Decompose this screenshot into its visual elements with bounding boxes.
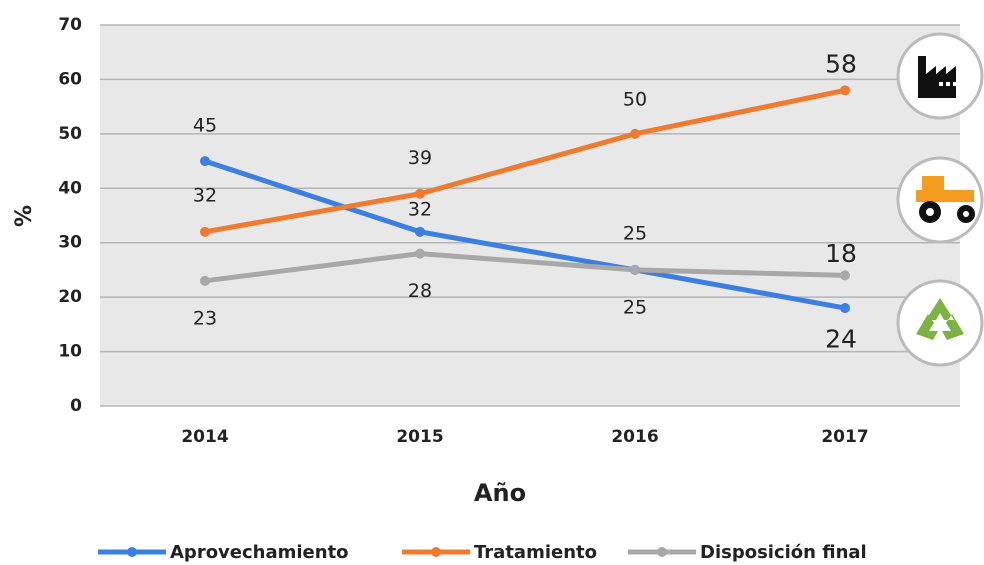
point [630,264,640,275]
x-axis-label: Año [474,479,526,507]
tractor-icon [896,156,984,244]
plot-area [100,25,960,406]
point [200,156,210,167]
series-line [204,87,846,235]
data-label: 24 [825,324,857,353]
y-tick-label: 60 [58,69,82,89]
x-tick-label: 2015 [396,427,443,447]
data-label: 32 [408,198,432,220]
point [200,275,210,286]
y-tick-label: 40 [58,178,82,198]
y-tick-label: 50 [58,124,82,144]
point [415,226,425,237]
y-tick-label: 70 [58,15,82,35]
data-label: 32 [193,184,217,206]
point [415,248,425,259]
data-label: 58 [825,49,857,78]
x-tick-label: 2016 [611,427,658,447]
y-tick-label: 10 [58,342,82,362]
factory-icon [896,32,984,120]
y-axis-label: % [12,205,37,227]
point [840,303,850,314]
point [415,188,425,199]
series-line [204,158,846,311]
legend-marker [657,547,667,557]
point [630,128,640,139]
grid: 0 10 20 30 40 50 60 70 2014 2015 2016 2017 [58,15,960,447]
legend: Aprovechamiento Tratamiento Disposición fi… [98,542,867,563]
y-tick-label: 30 [58,233,82,253]
data-label: 45 [193,115,217,137]
point [840,85,850,96]
point [200,226,210,237]
data-label: 50 [623,88,647,110]
recycle-icon [896,279,984,367]
marks: 45 32 25 18 32 39 50 58 23 28 25 24 [193,49,857,353]
x-tick-label: 2014 [181,427,228,447]
data-label: 28 [408,280,432,302]
y-tick-label: 0 [70,396,82,416]
data-label: 18 [825,239,857,268]
x-tick-label: 2017 [821,427,868,447]
data-label: 39 [408,147,432,169]
legend-marker [431,547,441,557]
data-label: 25 [623,296,647,318]
point [840,270,850,281]
legend-label: Aprovechamiento [170,542,349,563]
legend-label: Disposición final [700,542,867,563]
series-line [204,251,846,284]
legend-marker [127,547,137,557]
data-label: 23 [193,307,217,329]
y-tick-label: 20 [58,287,82,307]
data-label: 25 [623,222,647,244]
legend-label: Tratamiento [474,542,597,563]
